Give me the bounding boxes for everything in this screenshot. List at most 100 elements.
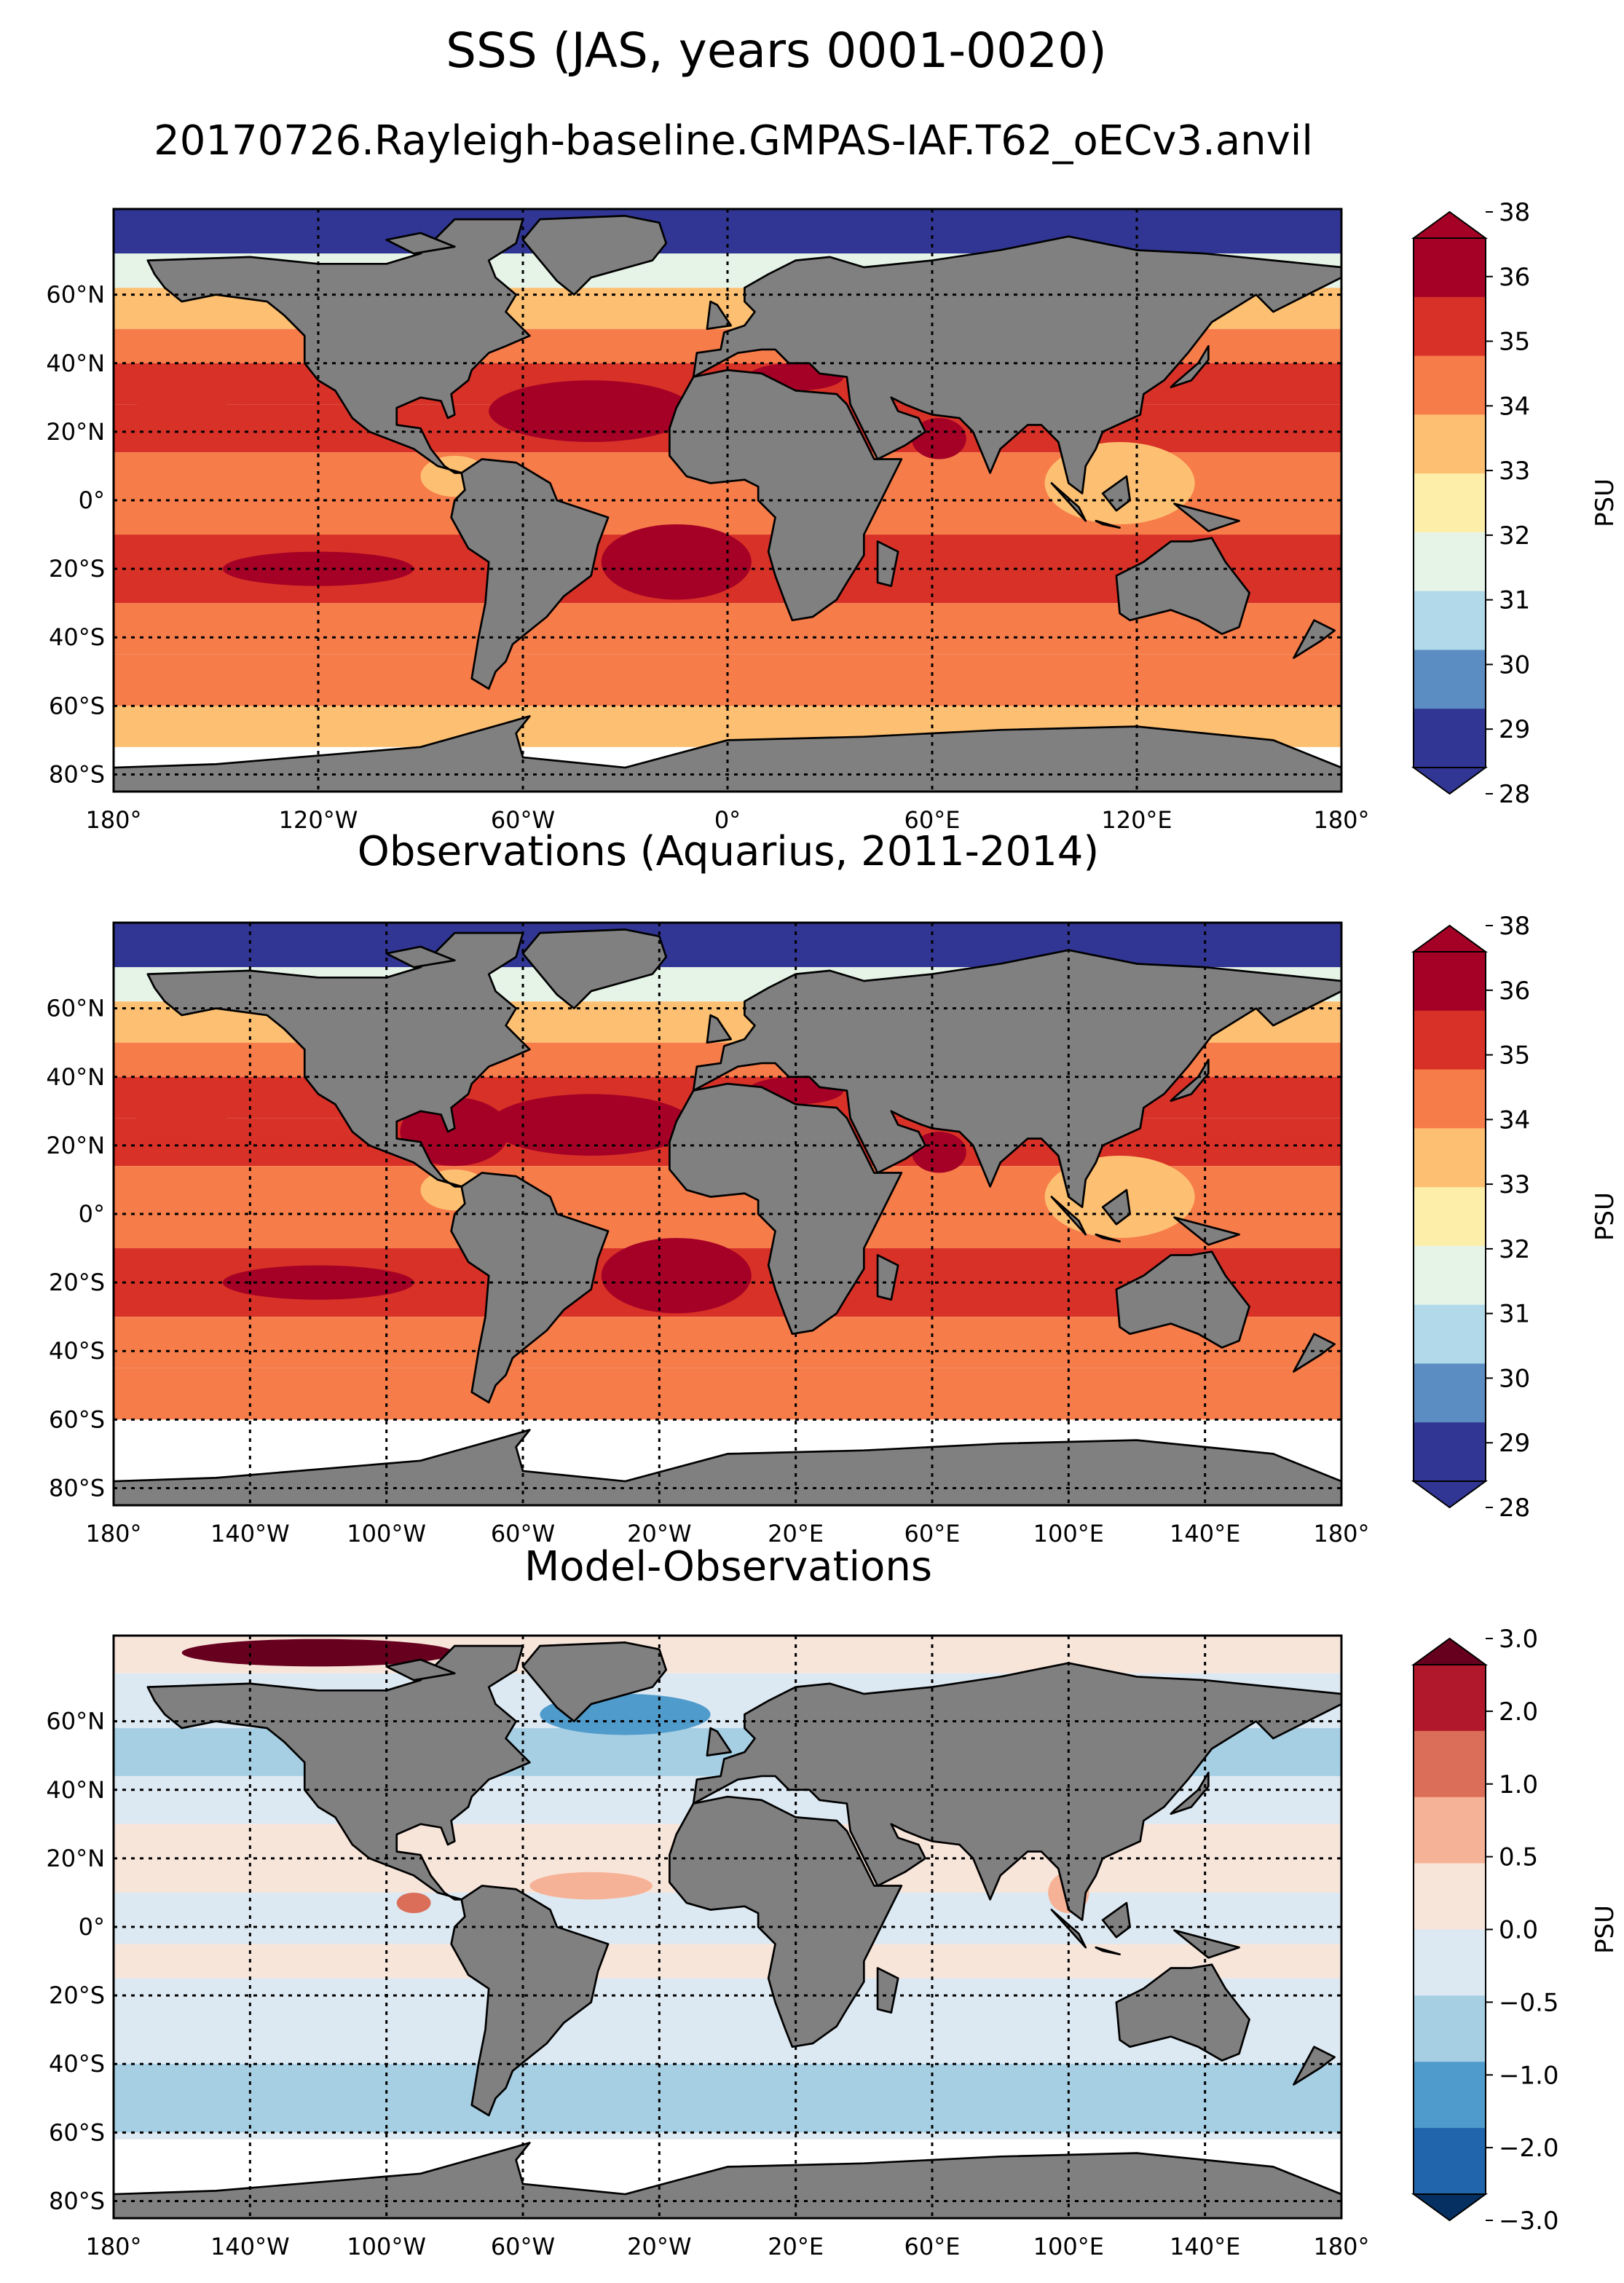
- colorbar-segment: [1414, 1730, 1486, 1798]
- colorbar-tick-label: 30: [1499, 1364, 1530, 1393]
- colorbar-tick-label: 33: [1499, 457, 1530, 486]
- y-tick-label: 20°S: [49, 555, 105, 583]
- y-tick-label: 0°: [79, 486, 105, 514]
- colorbar-segment: [1414, 1863, 1486, 1930]
- colorbar-segment: [1414, 2128, 1486, 2195]
- x-tick-label: 140°E: [1170, 2233, 1240, 2260]
- x-tick-label: 180°: [85, 806, 141, 834]
- salinity-band: [114, 1944, 1341, 1979]
- colorbar-extend-top: [1411, 924, 1489, 953]
- colorbar-tick-label: 35: [1499, 1041, 1530, 1070]
- map-panels: 180° 120°W 60°W 0° 60°E 120°E 180° 60°N 40°N 20°N…: [46, 198, 1620, 2260]
- y-tick-label: 60°N: [46, 1708, 105, 1735]
- colorbar-segment: [1414, 2062, 1486, 2129]
- colorbar-segment: [1414, 473, 1486, 533]
- colorbar-tick-label: 34: [1499, 392, 1530, 421]
- arabian-sea: [911, 418, 966, 460]
- atlantic-gyre-south: [601, 1237, 752, 1314]
- x-tick-label: 180°: [1313, 1520, 1369, 1547]
- colorbar-segment: [1414, 355, 1486, 415]
- colorbar-tick-label: 29: [1499, 1429, 1530, 1458]
- map-frame: [112, 921, 1343, 1507]
- north-pacific-gyre: [114, 401, 257, 435]
- colorbar-tick-label: 0.0: [1499, 1916, 1538, 1945]
- gulf-of-mexico: [400, 1097, 510, 1167]
- panel-3: 180° 140°W 100°W 60°W 20°W 20°E 60°E 100°E 140°E…: [46, 1625, 1620, 2260]
- colorbar-tick-label: −3.0: [1499, 2207, 1559, 2236]
- colorbar-segment: [1414, 952, 1486, 1012]
- gridlines: [114, 209, 1341, 792]
- salinity-band: [114, 2132, 1341, 2140]
- x-tick-label: 180°: [1313, 2233, 1369, 2260]
- colorbar-segment: [1414, 1797, 1486, 1864]
- colorbar-tick-label: 36: [1499, 263, 1530, 292]
- colorbar-segment: [1414, 296, 1486, 357]
- colorbar-segment: [1414, 1422, 1486, 1482]
- colorbar-segment: [1414, 1995, 1486, 2062]
- x-tick-label: 180°: [85, 2233, 141, 2260]
- y-tick-label: 0°: [79, 1200, 105, 1228]
- southern-ocean-bias: [471, 2105, 711, 2126]
- x-tick-label: 60°W: [491, 1520, 555, 1547]
- colorbar-tick-label: 1.0: [1499, 1770, 1538, 1799]
- x-tick-label: 100°E: [1033, 1520, 1104, 1547]
- atlantic-gyre-north: [489, 380, 694, 442]
- salinity-band: [114, 1368, 1341, 1420]
- atlantic-gyre-south: [601, 524, 752, 600]
- salinity-band: [114, 923, 1341, 968]
- panel-1: 180° 120°W 60°W 0° 60°E 120°E 180° 60°N 40°N 20°N…: [46, 198, 1620, 834]
- colorbar-tick-label: 30: [1499, 650, 1530, 679]
- colorbar-tick-label: 31: [1499, 1300, 1530, 1329]
- y-tick-label: 60°N: [46, 281, 105, 309]
- colorbar-extend-top: [1411, 210, 1489, 239]
- y-tick-label: 60°S: [49, 2118, 105, 2146]
- y-tick-label: 40°N: [46, 350, 105, 377]
- y-tick-label: 20°N: [46, 1845, 105, 1872]
- colorbar-tick-label: 32: [1499, 1235, 1530, 1264]
- colorbar-label: PSU: [1591, 1905, 1620, 1954]
- y-tick-label: 40°S: [49, 2050, 105, 2078]
- map-frame: [112, 1634, 1343, 2220]
- x-tick-label: 60°E: [904, 2233, 961, 2260]
- colorbar-segment: [1414, 1304, 1486, 1364]
- x-tick-label: 20°E: [768, 2233, 824, 2260]
- x-tick-label: 140°E: [1170, 1520, 1240, 1547]
- atlantic-gyre-north: [489, 1094, 694, 1156]
- colorbar-tick-label: 3.0: [1499, 1625, 1538, 1654]
- colorbar-tick-label: 31: [1499, 586, 1530, 615]
- north-pacific-gyre: [114, 1114, 257, 1149]
- colorbar-extend-bottom: [1411, 1480, 1489, 1509]
- y-tick-label: 40°N: [46, 1063, 105, 1091]
- x-tick-label: 100°W: [347, 2233, 426, 2260]
- y-tick-label: 80°S: [49, 2187, 105, 2215]
- y-tick-label: 20°S: [49, 1269, 105, 1296]
- y-tick-label: 80°S: [49, 760, 105, 788]
- panel-3-colorbar: 3.0 2.0 1.0 0.5 0.0 −0.5 −1.0 −2.0 −3.0 PSU: [1411, 1625, 1620, 2236]
- x-tick-label: 140°W: [210, 1520, 290, 1547]
- colorbar-tick-label: −0.5: [1499, 1988, 1559, 2017]
- panel-2-title: Observations (Aquarius, 2011-2014): [358, 828, 1099, 875]
- colorbar-segment: [1414, 1187, 1486, 1247]
- gridlines: [114, 923, 1341, 1505]
- colorbar-tick-label: 2.0: [1499, 1698, 1538, 1727]
- colorbar-segment: [1414, 591, 1486, 650]
- colorbar-extend-bottom: [1411, 2193, 1489, 2222]
- x-tick-label: 140°W: [210, 2233, 290, 2260]
- colorbar-segment: [1414, 238, 1486, 298]
- panel-1-field: [114, 209, 1341, 792]
- colorbar-segment: [1414, 1245, 1486, 1306]
- salinity-band: [114, 2064, 1341, 2133]
- colorbar-segment: [1414, 532, 1486, 592]
- colorbar-segment: [1414, 709, 1486, 768]
- x-tick-label: 0°: [714, 806, 741, 834]
- y-tick-label: 80°S: [49, 1474, 105, 1502]
- figure-title: SSS (JAS, years 0001-0020): [446, 23, 1107, 79]
- colorbar-segment: [1414, 1128, 1486, 1188]
- colorbar-outline: [1413, 237, 1486, 768]
- y-tick-label: 40°S: [49, 1337, 105, 1365]
- x-tick-label: 20°W: [627, 2233, 691, 2260]
- y-tick-label: 40°N: [46, 1776, 105, 1804]
- panama-bias: [396, 1892, 431, 1914]
- panel-2: 180° 140°W 100°W 60°W 20°W 20°E 60°E 100°E 140°E…: [46, 912, 1620, 1547]
- x-tick-label: 180°: [1313, 806, 1369, 834]
